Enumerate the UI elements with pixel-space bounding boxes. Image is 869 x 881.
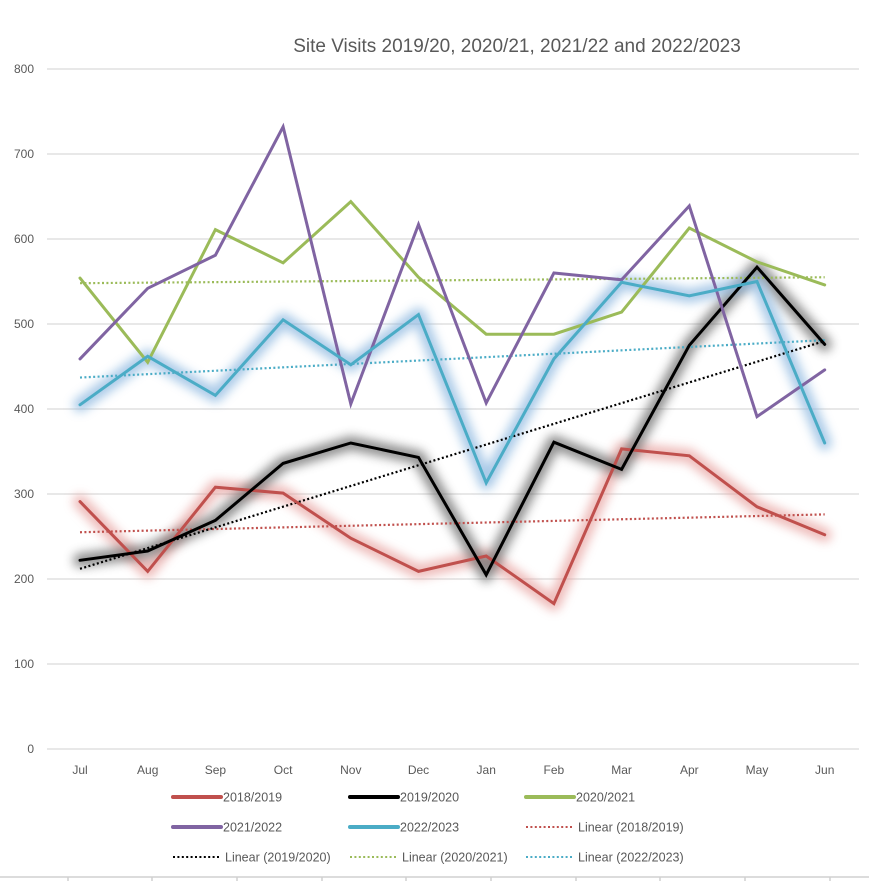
trendline-20202021 [79,276,825,285]
series-2020-2021 [78,199,827,366]
legend-label: 2019/2020 [400,791,459,805]
series-line-2018-2019 [78,447,827,606]
legend-label: Linear (2019/2020) [225,851,331,865]
y-tick-label: 500 [14,317,34,331]
legend-label: 2018/2019 [223,791,282,805]
y-tick-label: 0 [27,742,34,756]
x-axis-tick-labels: Jul Aug Sep Oct Nov Dec Jan Feb Mar Apr May Jun [72,763,834,777]
legend-item: 2020/2021 [524,791,635,805]
legend-item: Linear (2020/2021) [350,851,508,865]
trendline-20222023 [79,339,825,379]
legend-label: 2022/2023 [400,821,459,835]
y-tick-label: 600 [14,232,34,246]
x-tick-label: Nov [340,763,361,777]
series-2019-2020 [78,264,827,578]
legend-item: Linear (2022/2023) [526,851,684,865]
x-tick-label: Jul [72,763,87,777]
series-line-2022-2023 [78,279,827,487]
spreadsheet-grid-fragment [0,876,869,881]
legend-item: 2022/2023 [348,821,459,835]
legend-label: Linear (2022/2023) [578,851,684,865]
trendlines [79,276,826,570]
x-tick-label: Jun [815,763,834,777]
legend-label: 2020/2021 [576,791,635,805]
series-2022-2023 [78,279,827,487]
x-tick-label: Apr [680,763,699,777]
legend-label: Linear (2018/2019) [578,821,684,835]
series-line-2019-2020 [78,264,827,578]
legend-label: 2021/2022 [223,821,282,835]
y-tick-label: 700 [14,147,34,161]
series-2018-2019 [78,447,827,606]
legend: 2018/2019 2019/2020 2020/2021 2021/2022 2022… [171,791,684,865]
x-tick-label: Feb [544,763,565,777]
legend-label: Linear (2020/2021) [402,851,508,865]
x-tick-label: May [746,763,769,777]
y-tick-label: 400 [14,402,34,416]
series-line-2020-2021 [78,199,827,366]
x-tick-label: Oct [274,763,293,777]
data-series [78,122,827,606]
y-tick-label: 200 [14,572,34,586]
y-axis-tick-labels: 0 100 200 300 400 500 600 700 800 [14,62,34,756]
x-tick-label: Jan [477,763,496,777]
x-tick-label: Aug [137,763,158,777]
chart-title: Site Visits 2019/20, 2020/21, 2021/22 an… [293,36,741,57]
y-tick-label: 800 [14,62,34,76]
series-2021-2022 [78,122,827,419]
y-tick-label: 300 [14,487,34,501]
legend-item: 2018/2019 [171,791,282,805]
legend-item: 2021/2022 [171,821,282,835]
x-tick-label: Dec [408,763,429,777]
x-tick-label: Sep [205,763,227,777]
legend-item: 2019/2020 [348,791,459,805]
legend-item: Linear (2019/2020) [173,851,331,865]
x-tick-label: Mar [611,763,632,777]
trendline-20182019 [79,513,825,534]
y-tick-label: 100 [14,657,34,671]
legend-item: Linear (2018/2019) [526,821,684,835]
series-line-2021-2022 [78,122,827,419]
